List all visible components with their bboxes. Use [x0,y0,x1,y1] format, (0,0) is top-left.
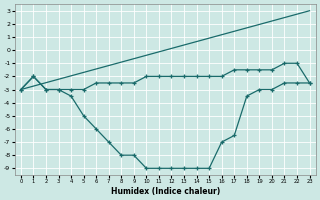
X-axis label: Humidex (Indice chaleur): Humidex (Indice chaleur) [111,187,220,196]
